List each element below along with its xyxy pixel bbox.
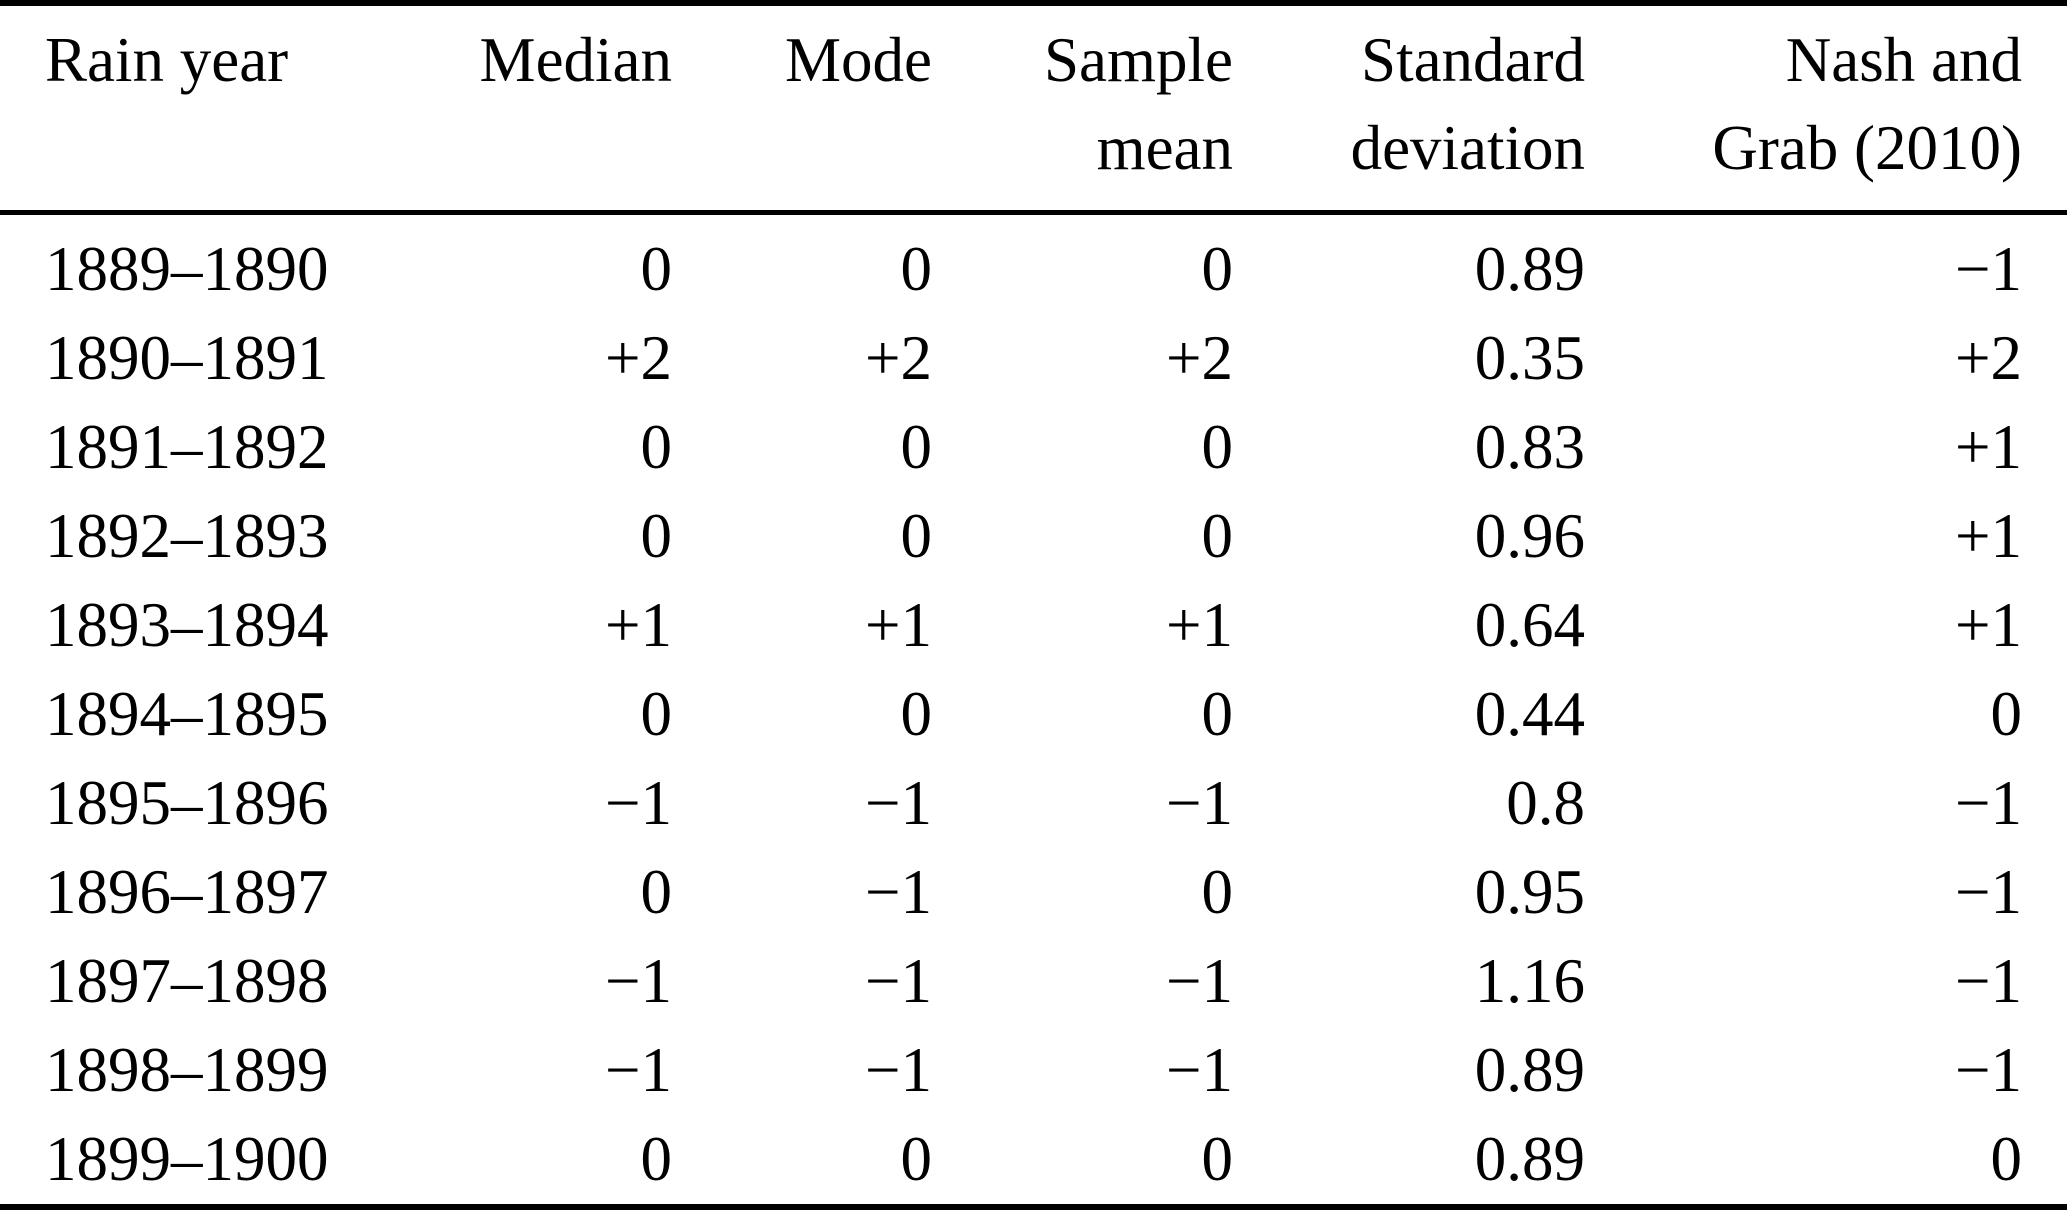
year-cell: 1890–1891 [45, 323, 329, 393]
std-dev-cell: 1.16 [1474, 946, 1585, 1016]
std-dev-cell: 0.89 [1474, 1124, 1585, 1194]
table-row: 1890–1891 +2 +2 +2 0.35 +2 [0, 314, 2067, 403]
header-line: deviation [1350, 113, 1585, 183]
median-cell: 0 [640, 679, 673, 749]
header-line: mean [1096, 113, 1233, 183]
year-cell: 1893–1894 [45, 590, 329, 660]
year-cell: 1889–1890 [45, 234, 329, 304]
year-cell: 1898–1899 [45, 1035, 329, 1105]
table-row: 1896–1897 0 −1 0 0.95 −1 [0, 848, 2067, 937]
col-header-mode: Mode [672, 3, 932, 213]
header-line: Sample [1044, 25, 1233, 95]
table-row: 1893–1894 +1 +1 +1 0.64 +1 [0, 581, 2067, 670]
table-row: 1899–1900 0 0 0 0.89 0 [0, 1115, 2067, 1207]
table-body: 1889–1890 0 0 0 0.89 −1 1890–1891 +2 +2 … [0, 213, 2067, 1208]
header-line: Median [479, 25, 672, 95]
nash-grab-cell: +1 [1954, 412, 2022, 482]
sample-mean-cell: −1 [1165, 768, 1233, 838]
year-cell: 1892–1893 [45, 501, 329, 571]
sample-mean-cell: +2 [1165, 323, 1233, 393]
mode-cell: −1 [864, 1035, 932, 1105]
median-cell: 0 [640, 234, 673, 304]
col-header-nash-grab: Nash and Grab (2010) [1585, 3, 2067, 213]
nash-grab-cell: −1 [1954, 234, 2022, 304]
table-row: 1894–1895 0 0 0 0.44 0 [0, 670, 2067, 759]
std-dev-cell: 0.35 [1474, 323, 1585, 393]
std-dev-cell: 0.83 [1474, 412, 1585, 482]
table-row: 1889–1890 0 0 0 0.89 −1 [0, 213, 2067, 315]
year-cell: 1896–1897 [45, 857, 329, 927]
std-dev-cell: 0.89 [1474, 234, 1585, 304]
mode-cell: −1 [864, 857, 932, 927]
header-line: Rain year [45, 25, 289, 95]
std-dev-cell: 0.64 [1474, 590, 1585, 660]
sample-mean-cell: 0 [1201, 1124, 1234, 1194]
year-cell: 1891–1892 [45, 412, 329, 482]
median-cell: +1 [604, 590, 672, 660]
nash-grab-cell: +2 [1954, 323, 2022, 393]
mode-cell: 0 [900, 679, 933, 749]
std-dev-cell: 0.8 [1506, 768, 1585, 838]
mode-cell: 0 [900, 234, 933, 304]
col-header-sample-mean: Sample mean [932, 3, 1233, 213]
nash-grab-cell: +1 [1954, 501, 2022, 571]
std-dev-cell: 0.96 [1474, 501, 1585, 571]
mode-cell: +2 [864, 323, 932, 393]
mode-cell: +1 [864, 590, 932, 660]
mode-cell: 0 [900, 501, 933, 571]
table-row: 1892–1893 0 0 0 0.96 +1 [0, 492, 2067, 581]
nash-grab-cell: 0 [1990, 679, 2023, 749]
sample-mean-cell: 0 [1201, 857, 1234, 927]
nash-grab-cell: −1 [1954, 946, 2022, 1016]
nash-grab-cell: −1 [1954, 1035, 2022, 1105]
table-row: 1897–1898 −1 −1 −1 1.16 −1 [0, 937, 2067, 1026]
mode-cell: 0 [900, 1124, 933, 1194]
year-cell: 1899–1900 [45, 1124, 329, 1194]
nash-grab-cell: −1 [1954, 857, 2022, 927]
median-cell: −1 [604, 768, 672, 838]
table-header: Rain year Median Mode Sample mean Standa… [0, 3, 2067, 213]
table-row: 1891–1892 0 0 0 0.83 +1 [0, 403, 2067, 492]
nash-grab-cell: −1 [1954, 768, 2022, 838]
header-row: Rain year Median Mode Sample mean Standa… [0, 3, 2067, 213]
table-row: 1895–1896 −1 −1 −1 0.8 −1 [0, 759, 2067, 848]
year-cell: 1897–1898 [45, 946, 329, 1016]
col-header-standard-deviation: Standard deviation [1233, 3, 1585, 213]
mode-cell: 0 [900, 412, 933, 482]
header-line: Mode [785, 25, 932, 95]
mode-cell: −1 [864, 768, 932, 838]
sample-mean-cell: 0 [1201, 679, 1234, 749]
year-cell: 1895–1896 [45, 768, 329, 838]
header-line: Grab (2010) [1712, 113, 2022, 183]
std-dev-cell: 0.44 [1474, 679, 1585, 749]
sample-mean-cell: +1 [1165, 590, 1233, 660]
nash-grab-cell: +1 [1954, 590, 2022, 660]
mode-cell: −1 [864, 946, 932, 1016]
median-cell: +2 [604, 323, 672, 393]
header-line: Nash and [1785, 25, 2022, 95]
median-cell: 0 [640, 857, 673, 927]
col-header-rain-year: Rain year [0, 3, 450, 213]
col-header-median: Median [450, 3, 672, 213]
std-dev-cell: 0.95 [1474, 857, 1585, 927]
sample-mean-cell: 0 [1201, 412, 1234, 482]
median-cell: 0 [640, 412, 673, 482]
std-dev-cell: 0.89 [1474, 1035, 1585, 1105]
sample-mean-cell: −1 [1165, 1035, 1233, 1105]
median-cell: −1 [604, 946, 672, 1016]
median-cell: −1 [604, 1035, 672, 1105]
nash-grab-cell: 0 [1990, 1124, 2023, 1194]
median-cell: 0 [640, 501, 673, 571]
year-cell: 1894–1895 [45, 679, 329, 749]
median-cell: 0 [640, 1124, 673, 1194]
sample-mean-cell: 0 [1201, 501, 1234, 571]
header-line: Standard [1361, 25, 1585, 95]
sample-mean-cell: 0 [1201, 234, 1234, 304]
sample-mean-cell: −1 [1165, 946, 1233, 1016]
table-row: 1898–1899 −1 −1 −1 0.89 −1 [0, 1026, 2067, 1115]
